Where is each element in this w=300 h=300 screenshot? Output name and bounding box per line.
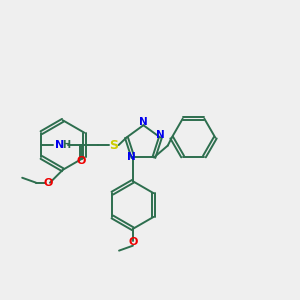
Text: H: H <box>62 140 70 150</box>
Text: O: O <box>128 237 138 247</box>
Text: S: S <box>109 139 118 152</box>
Text: O: O <box>43 178 52 188</box>
Text: N: N <box>127 152 135 163</box>
Text: N: N <box>139 117 148 127</box>
Text: N: N <box>55 140 64 150</box>
Text: O: O <box>76 156 86 166</box>
Text: N: N <box>156 130 165 140</box>
